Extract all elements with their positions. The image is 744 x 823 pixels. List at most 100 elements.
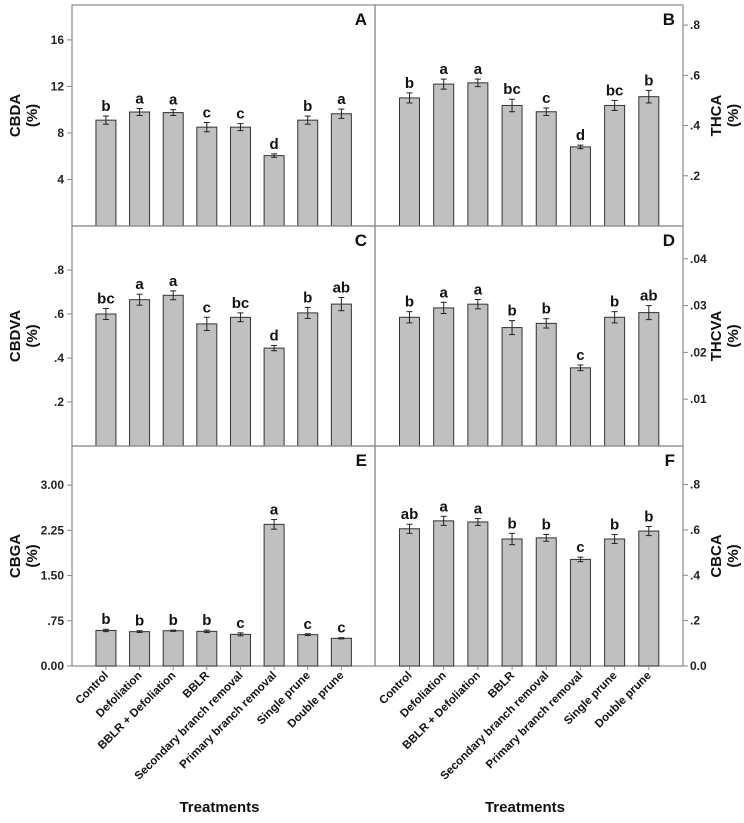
y-axis-unit: (%) xyxy=(24,104,41,127)
y-tick-label: 12 xyxy=(51,79,65,93)
bar xyxy=(330,637,352,667)
bar xyxy=(196,630,218,667)
y-tick-label: 0.0 xyxy=(690,659,707,673)
y-axis-name: THCVA xyxy=(708,311,725,362)
significance-letter: b xyxy=(542,301,551,318)
bar xyxy=(129,111,151,227)
y-tick-label: .2 xyxy=(690,169,700,183)
significance-letter: bc xyxy=(97,291,115,308)
y-tick-label: .4 xyxy=(690,568,700,582)
y-axis-unit: (%) xyxy=(24,544,41,567)
significance-letter: d xyxy=(270,136,279,153)
y-axis-label: CBDVA(%) xyxy=(7,310,41,362)
bar xyxy=(433,307,455,447)
bar xyxy=(569,367,591,447)
significance-letter: b xyxy=(405,75,414,92)
panel-frame xyxy=(374,225,684,447)
bar xyxy=(95,313,117,447)
significance-letter: b xyxy=(610,294,619,311)
significance-letter: b xyxy=(202,612,211,629)
significance-letter: a xyxy=(135,276,144,293)
bar xyxy=(501,104,523,227)
y-tick-label: .4 xyxy=(690,119,700,133)
panel-frame xyxy=(374,4,684,227)
y-tick-label: .8 xyxy=(54,263,64,277)
significance-letter: a xyxy=(169,92,178,109)
bar xyxy=(467,521,489,667)
bar xyxy=(501,538,523,667)
panel-A: 4 8 12 16 CBDA(%) Ab a a c c d b a xyxy=(7,4,376,227)
bar xyxy=(535,322,557,447)
panel-B: .2 .4 .6 .8 THCA(%) Bb a a bc c d bc b xyxy=(374,4,742,227)
significance-letter: b xyxy=(135,613,144,630)
bar xyxy=(162,630,184,667)
significance-letter: ab xyxy=(333,280,351,297)
y-axis-label: THCVA(%) xyxy=(708,311,742,362)
y-tick-label: .04 xyxy=(690,252,707,266)
bar xyxy=(433,520,455,667)
significance-letter: b xyxy=(507,515,516,532)
y-tick-label: .4 xyxy=(54,351,64,365)
bar xyxy=(604,316,626,447)
bar xyxy=(467,303,489,447)
panel-label: A xyxy=(355,10,367,29)
y-tick-label: .8 xyxy=(690,478,700,492)
bar xyxy=(196,323,218,447)
bar xyxy=(263,347,285,447)
significance-letter: b xyxy=(303,289,312,306)
bar xyxy=(535,537,557,667)
significance-letter: b xyxy=(644,72,653,89)
significance-letter: a xyxy=(474,501,483,518)
panel-frame xyxy=(374,445,684,667)
bar xyxy=(535,111,557,227)
y-tick-label: 2.25 xyxy=(41,523,65,537)
x-axis-label: Treatments xyxy=(485,799,565,816)
y-tick-label: .8 xyxy=(690,18,700,32)
y-axis-name: CBGA xyxy=(7,534,24,578)
x-tick-label: BBLR xyxy=(181,669,213,701)
significance-letter: c xyxy=(337,620,345,637)
significance-letter: c xyxy=(236,615,244,632)
y-tick-label: 3.00 xyxy=(41,478,65,492)
y-tick-label: .02 xyxy=(690,345,707,359)
significance-letter: a xyxy=(337,91,346,108)
significance-letter: b xyxy=(610,516,619,533)
bar xyxy=(569,558,591,667)
bar xyxy=(95,629,117,667)
significance-letter: b xyxy=(101,611,110,628)
y-axis-name: THCA xyxy=(708,95,725,137)
bar xyxy=(95,119,117,227)
bar xyxy=(638,530,660,667)
y-tick-label: .03 xyxy=(690,299,707,313)
bar xyxy=(398,528,420,667)
significance-letter: c xyxy=(203,299,211,316)
y-axis-unit: (%) xyxy=(725,324,742,347)
y-axis-label: CBDA(%) xyxy=(7,94,41,137)
bar xyxy=(129,299,151,447)
significance-letter: b xyxy=(169,612,178,629)
y-axis-name: CBCA xyxy=(708,534,725,577)
y-axis-label: CBGA(%) xyxy=(7,534,41,578)
bar xyxy=(467,82,489,227)
y-tick-label: .2 xyxy=(54,395,64,409)
panel-label: D xyxy=(663,231,675,250)
significance-letter: a xyxy=(440,61,449,78)
bar xyxy=(433,83,455,227)
bar xyxy=(604,104,626,227)
bar xyxy=(229,316,251,447)
bar xyxy=(569,146,591,227)
significance-letter: b xyxy=(644,509,653,526)
panel-label: B xyxy=(663,10,675,29)
significance-letter: a xyxy=(440,498,449,515)
bar xyxy=(263,523,285,667)
significance-letter: a xyxy=(440,284,449,301)
significance-letter: a xyxy=(169,273,178,290)
bar xyxy=(501,327,523,447)
significance-letter: a xyxy=(474,61,483,78)
panel-label: E xyxy=(356,451,367,470)
bar xyxy=(330,113,352,227)
significance-letter: d xyxy=(270,327,279,344)
significance-letter: b xyxy=(507,303,516,320)
y-axis-unit: (%) xyxy=(725,104,742,127)
